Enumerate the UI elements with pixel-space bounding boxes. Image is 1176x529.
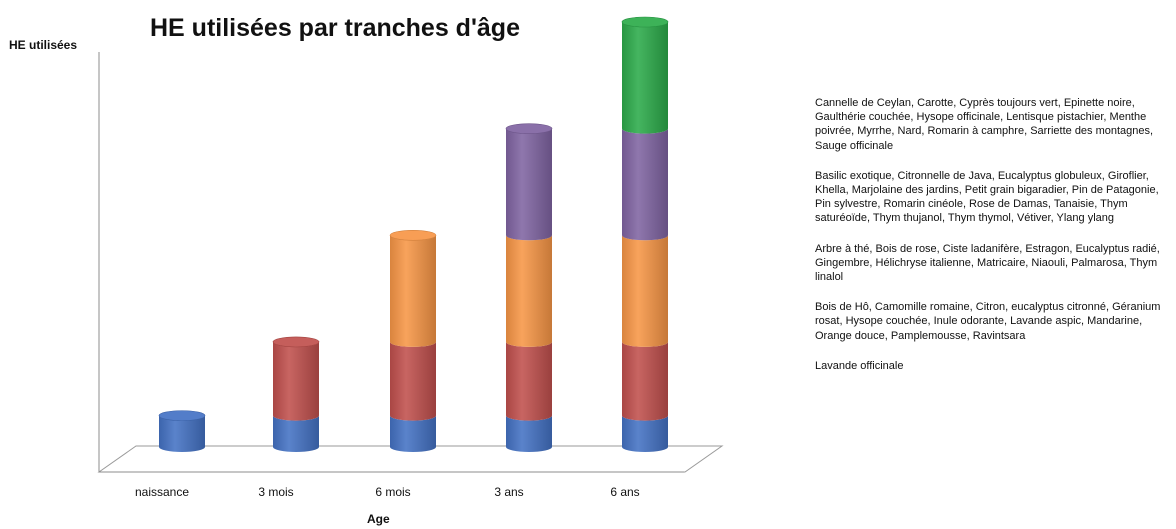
x-tick-label: 6 mois [375, 485, 410, 499]
bar-top-cap [389, 229, 437, 241]
legend-entry: Arbre à thé, Bois de rose, Ciste ladanif… [815, 242, 1160, 284]
bar-segment [159, 415, 205, 452]
bar-segment [390, 235, 436, 347]
bar-top-cap [272, 336, 320, 348]
legend-entry: Bois de Hô, Camomille romaine, Citron, e… [815, 301, 1161, 342]
bar-segment [622, 415, 668, 452]
y-axis-label: HE utilisées [9, 38, 78, 52]
bar-segment [506, 341, 552, 421]
x-tick-label: naissance [135, 485, 189, 499]
bar-segment [506, 128, 552, 241]
legend-entry: Lavande officinale [815, 359, 904, 372]
x-axis-label: Age [367, 512, 390, 526]
bar-segment [506, 235, 552, 347]
bar-segment [506, 415, 552, 452]
legend-entry: Basilic exotique, Citronnelle de Java, E… [815, 169, 1159, 225]
bar-top-cap [505, 123, 553, 134]
bar-segment [622, 341, 668, 421]
chart-tick-labels: naissance 3 mois 6 mois 3 ans 6 ans [135, 485, 640, 499]
bar-segment [390, 415, 436, 452]
x-tick-label: 6 ans [610, 485, 639, 499]
x-tick-label: 3 mois [258, 485, 293, 499]
bar-segment [390, 341, 436, 421]
bar-top-cap [158, 410, 206, 421]
bar-top-cap [621, 16, 669, 28]
bar-segment [273, 341, 319, 421]
legend-entry: Cannelle de Ceylan, Carotte, Cyprès touj… [815, 97, 1154, 152]
bar-segment [273, 415, 319, 452]
x-tick-label: 3 ans [494, 485, 523, 499]
bar-segment [622, 128, 668, 241]
chart-bars [158, 16, 669, 452]
bar-segment [622, 235, 668, 347]
bar-segment [622, 22, 668, 134]
chart-axes [97, 52, 724, 473]
chart-title: HE utilisées par tranches d'âge [150, 14, 520, 42]
stacked-cylinder-chart: naissance 3 mois 6 mois 3 ans 6 ans [97, 16, 724, 499]
legend: Cannelle de Ceylan, Carotte, Cyprès touj… [815, 96, 1173, 389]
